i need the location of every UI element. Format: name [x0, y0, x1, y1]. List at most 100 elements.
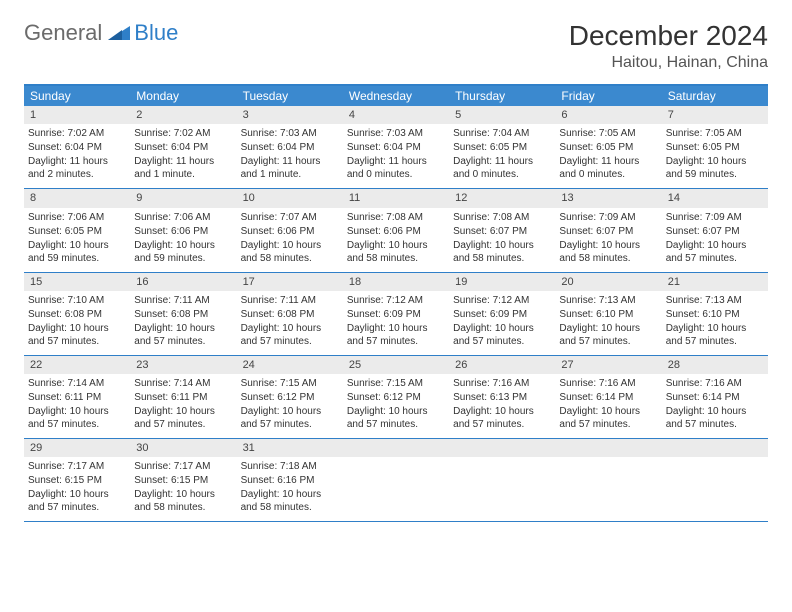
- day-cell: 9Sunrise: 7:06 AMSunset: 6:06 PMDaylight…: [130, 189, 236, 271]
- sunset-text: Sunset: 6:09 PM: [347, 308, 445, 321]
- sunset-text: Sunset: 6:07 PM: [666, 225, 764, 238]
- sunrise-text: Sunrise: 7:11 AM: [241, 294, 339, 307]
- sunrise-text: Sunrise: 7:11 AM: [134, 294, 232, 307]
- day-cell: 24Sunrise: 7:15 AMSunset: 6:12 PMDayligh…: [237, 356, 343, 438]
- daylight-text: Daylight: 10 hours and 57 minutes.: [666, 405, 764, 431]
- day-cell: 12Sunrise: 7:08 AMSunset: 6:07 PMDayligh…: [449, 189, 555, 271]
- day-number: 24: [237, 356, 343, 374]
- sunset-text: Sunset: 6:08 PM: [241, 308, 339, 321]
- daylight-text: Daylight: 11 hours and 1 minute.: [134, 155, 232, 181]
- day-cell: 3Sunrise: 7:03 AMSunset: 6:04 PMDaylight…: [237, 106, 343, 188]
- sunrise-text: Sunrise: 7:14 AM: [134, 377, 232, 390]
- sunrise-text: Sunrise: 7:03 AM: [241, 127, 339, 140]
- day-number: 6: [555, 106, 661, 124]
- calendar: Sunday Monday Tuesday Wednesday Thursday…: [24, 84, 768, 522]
- logo: General Blue: [24, 20, 178, 46]
- day-cell: 1Sunrise: 7:02 AMSunset: 6:04 PMDaylight…: [24, 106, 130, 188]
- sunset-text: Sunset: 6:06 PM: [134, 225, 232, 238]
- day-number: 25: [343, 356, 449, 374]
- sunset-text: Sunset: 6:16 PM: [241, 474, 339, 487]
- day-number: 23: [130, 356, 236, 374]
- day-cell: 15Sunrise: 7:10 AMSunset: 6:08 PMDayligh…: [24, 273, 130, 355]
- sunset-text: Sunset: 6:04 PM: [28, 141, 126, 154]
- title-block: December 2024 Haitou, Hainan, China: [569, 20, 768, 72]
- daylight-text: Daylight: 10 hours and 57 minutes.: [347, 322, 445, 348]
- day-cell: 28Sunrise: 7:16 AMSunset: 6:14 PMDayligh…: [662, 356, 768, 438]
- sunrise-text: Sunrise: 7:05 AM: [559, 127, 657, 140]
- day-cell: 4Sunrise: 7:03 AMSunset: 6:04 PMDaylight…: [343, 106, 449, 188]
- sunrise-text: Sunrise: 7:02 AM: [134, 127, 232, 140]
- day-number: 4: [343, 106, 449, 124]
- sunset-text: Sunset: 6:05 PM: [559, 141, 657, 154]
- day-number: 31: [237, 439, 343, 457]
- sunrise-text: Sunrise: 7:02 AM: [28, 127, 126, 140]
- daylight-text: Daylight: 11 hours and 0 minutes.: [559, 155, 657, 181]
- sunrise-text: Sunrise: 7:08 AM: [453, 211, 551, 224]
- day-number: [343, 439, 449, 457]
- week-row: 22Sunrise: 7:14 AMSunset: 6:11 PMDayligh…: [24, 356, 768, 439]
- sunrise-text: Sunrise: 7:15 AM: [347, 377, 445, 390]
- daylight-text: Daylight: 10 hours and 57 minutes.: [241, 322, 339, 348]
- sunset-text: Sunset: 6:05 PM: [666, 141, 764, 154]
- day-number: [555, 439, 661, 457]
- day-cell: 13Sunrise: 7:09 AMSunset: 6:07 PMDayligh…: [555, 189, 661, 271]
- sunset-text: Sunset: 6:15 PM: [134, 474, 232, 487]
- sunrise-text: Sunrise: 7:16 AM: [666, 377, 764, 390]
- day-number: 26: [449, 356, 555, 374]
- daylight-text: Daylight: 10 hours and 59 minutes.: [134, 239, 232, 265]
- day-number: 7: [662, 106, 768, 124]
- sunset-text: Sunset: 6:08 PM: [28, 308, 126, 321]
- day-number: [662, 439, 768, 457]
- dow-friday: Friday: [555, 86, 661, 106]
- sunset-text: Sunset: 6:08 PM: [134, 308, 232, 321]
- sunset-text: Sunset: 6:14 PM: [666, 391, 764, 404]
- daylight-text: Daylight: 10 hours and 57 minutes.: [28, 405, 126, 431]
- sunrise-text: Sunrise: 7:16 AM: [559, 377, 657, 390]
- day-cell: 6 Sunrise: 7:05 AMSunset: 6:05 PMDaylight…: [555, 106, 661, 188]
- day-cell: 11Sunrise: 7:08 AMSunset: 6:06 PMDayligh…: [343, 189, 449, 271]
- dow-sunday: Sunday: [24, 86, 130, 106]
- sunset-text: Sunset: 6:14 PM: [559, 391, 657, 404]
- header: General Blue December 2024 Haitou, Haina…: [24, 20, 768, 72]
- day-cell: 7Sunrise: 7:05 AMSunset: 6:05 PMDaylight…: [662, 106, 768, 188]
- month-title: December 2024: [569, 20, 768, 52]
- logo-triangle-icon: [108, 20, 130, 46]
- day-number: 14: [662, 189, 768, 207]
- day-cell: 26Sunrise: 7:16 AMSunset: 6:13 PMDayligh…: [449, 356, 555, 438]
- day-number: 19: [449, 273, 555, 291]
- day-cell: [662, 439, 768, 521]
- daylight-text: Daylight: 11 hours and 0 minutes.: [453, 155, 551, 181]
- day-number: 16: [130, 273, 236, 291]
- daylight-text: Daylight: 11 hours and 2 minutes.: [28, 155, 126, 181]
- sunrise-text: Sunrise: 7:18 AM: [241, 460, 339, 473]
- day-number: 17: [237, 273, 343, 291]
- daylight-text: Daylight: 10 hours and 57 minutes.: [559, 405, 657, 431]
- day-cell: [555, 439, 661, 521]
- day-cell: 27 Sunrise: 7:16 AMSunset: 6:14 PMDayligh…: [555, 356, 661, 438]
- daylight-text: Daylight: 10 hours and 58 minutes.: [347, 239, 445, 265]
- day-number: 22: [24, 356, 130, 374]
- day-cell: 5Sunrise: 7:04 AMSunset: 6:05 PMDaylight…: [449, 106, 555, 188]
- sunrise-text: Sunrise: 7:03 AM: [347, 127, 445, 140]
- sunrise-text: Sunrise: 7:06 AM: [28, 211, 126, 224]
- sunrise-text: Sunrise: 7:17 AM: [28, 460, 126, 473]
- dow-wednesday: Wednesday: [343, 86, 449, 106]
- daylight-text: Daylight: 10 hours and 57 minutes.: [28, 322, 126, 348]
- sunrise-text: Sunrise: 7:13 AM: [666, 294, 764, 307]
- logo-word1: General: [24, 20, 102, 46]
- day-cell: 8Sunrise: 7:06 AMSunset: 6:05 PMDaylight…: [24, 189, 130, 271]
- daylight-text: Daylight: 10 hours and 57 minutes.: [134, 322, 232, 348]
- logo-word2: Blue: [134, 20, 178, 46]
- day-cell: 17 Sunrise: 7:11 AMSunset: 6:08 PMDayligh…: [237, 273, 343, 355]
- day-number: [449, 439, 555, 457]
- sunset-text: Sunset: 6:04 PM: [134, 141, 232, 154]
- day-number: 27: [555, 356, 661, 374]
- day-number: 10: [237, 189, 343, 207]
- daylight-text: Daylight: 10 hours and 57 minutes.: [347, 405, 445, 431]
- day-cell: 29Sunrise: 7:17 AMSunset: 6:15 PMDayligh…: [24, 439, 130, 521]
- sunset-text: Sunset: 6:09 PM: [453, 308, 551, 321]
- day-number: 8: [24, 189, 130, 207]
- sunrise-text: Sunrise: 7:05 AM: [666, 127, 764, 140]
- sunset-text: Sunset: 6:07 PM: [453, 225, 551, 238]
- day-cell: 21Sunrise: 7:13 AMSunset: 6:10 PMDayligh…: [662, 273, 768, 355]
